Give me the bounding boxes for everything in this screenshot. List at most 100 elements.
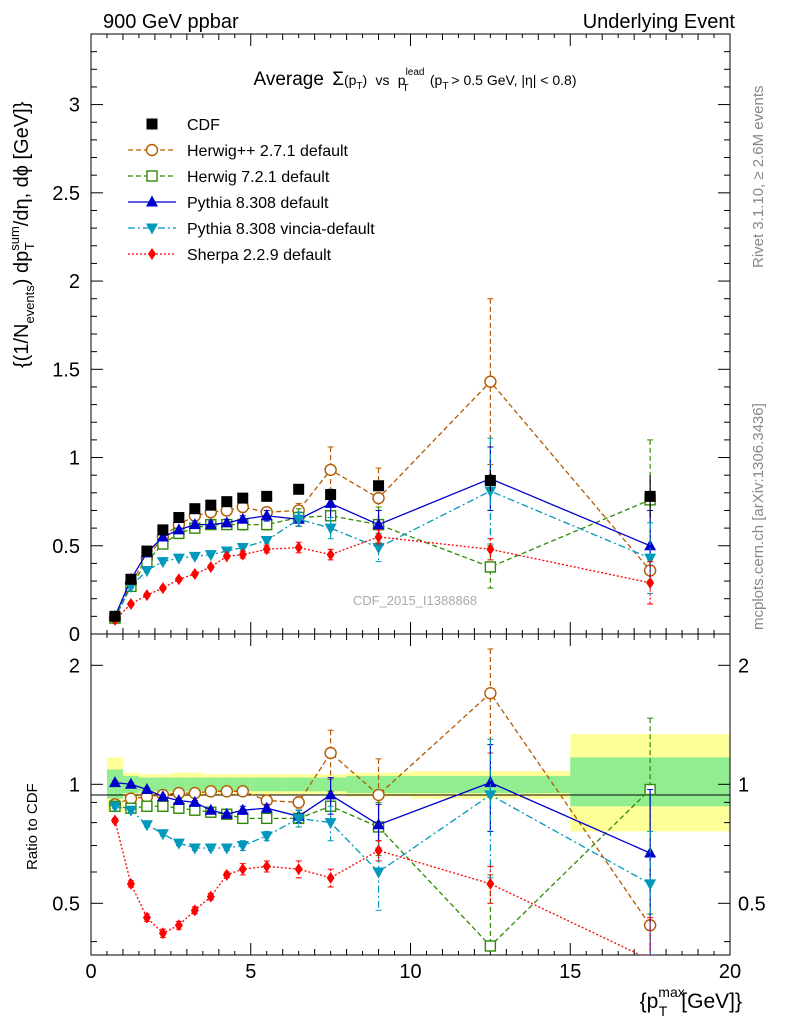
title-sigma: Σ bbox=[332, 69, 344, 90]
band-inner-segment bbox=[154, 777, 171, 792]
data-point bbox=[158, 582, 167, 595]
data-point bbox=[174, 573, 183, 586]
data-point bbox=[221, 496, 233, 508]
data-point bbox=[204, 803, 217, 815]
legend-label: Pythia 8.308 vincia-default bbox=[187, 221, 375, 238]
x-tick-label: 20 bbox=[719, 961, 741, 983]
data-point bbox=[293, 483, 305, 495]
data-point bbox=[237, 492, 249, 504]
band-inner-segment bbox=[170, 777, 187, 792]
legend-marker bbox=[145, 143, 159, 157]
data-point bbox=[486, 543, 495, 556]
data-point bbox=[484, 940, 497, 952]
x-label-max-sup: max bbox=[658, 984, 684, 1000]
data-point bbox=[220, 516, 233, 528]
x-tick-label: 15 bbox=[559, 961, 581, 983]
legend-item: Pythia 8.308 default bbox=[128, 195, 329, 212]
ratio-y-tick-label-right: 2 bbox=[738, 655, 749, 677]
data-point bbox=[261, 490, 273, 502]
ratio-y-tick-label-right: 1 bbox=[738, 774, 749, 796]
data-point bbox=[141, 800, 153, 812]
x-axis-label: {pmax T [GeV]} bbox=[640, 984, 742, 1019]
data-point bbox=[649, 953, 651, 955]
data-point bbox=[236, 785, 249, 798]
data-point bbox=[188, 551, 201, 563]
main-axis-ticks: 0 0.5 1 1.5 2 2.5 3 bbox=[52, 33, 731, 646]
data-point bbox=[260, 509, 273, 521]
data-point bbox=[324, 496, 337, 508]
legend-label: Pythia 8.308 default bbox=[187, 195, 329, 212]
y-label-sum-sup: sum bbox=[7, 226, 22, 251]
data-point bbox=[238, 548, 247, 561]
legend-label: CDF bbox=[187, 117, 220, 134]
title-cut-open: (p bbox=[430, 72, 443, 88]
data-point bbox=[236, 512, 249, 524]
data-point bbox=[292, 514, 305, 526]
title-pt: (p bbox=[344, 72, 357, 88]
data-point bbox=[156, 530, 169, 542]
data-point bbox=[486, 877, 495, 890]
legend-marker bbox=[146, 170, 158, 182]
y-label-part1: {(1/N bbox=[11, 324, 33, 368]
data-point bbox=[109, 610, 121, 622]
data-point bbox=[204, 785, 218, 798]
data-point bbox=[373, 480, 385, 492]
data-point bbox=[644, 553, 657, 565]
title-vs: vs bbox=[375, 72, 389, 88]
analysis-watermark: CDF_2015_I1388868 bbox=[353, 593, 477, 608]
legend-marker bbox=[146, 223, 158, 235]
data-point bbox=[484, 790, 497, 802]
data-point bbox=[324, 463, 337, 477]
data-point bbox=[204, 843, 217, 855]
y-label-part2: ) dp bbox=[11, 251, 33, 285]
data-point bbox=[188, 843, 201, 855]
x-label-part1: {p bbox=[640, 990, 659, 1013]
data-point bbox=[372, 867, 385, 879]
data-point bbox=[238, 863, 247, 876]
data-point bbox=[484, 687, 497, 700]
y-tick-label: 3 bbox=[69, 95, 80, 117]
y-tick-label: 0 bbox=[69, 624, 80, 646]
data-point bbox=[644, 879, 657, 891]
data-point bbox=[188, 795, 201, 807]
data-point bbox=[372, 491, 385, 505]
data-point bbox=[484, 486, 497, 498]
data-point bbox=[126, 877, 135, 890]
data-point bbox=[124, 792, 138, 805]
data-point bbox=[374, 530, 383, 543]
data-point bbox=[108, 801, 121, 813]
data-point bbox=[156, 557, 169, 569]
data-point bbox=[326, 548, 335, 561]
data-point bbox=[204, 550, 217, 562]
rivet-version-label: Rivet 3.1.10, ≥ 2.6M events bbox=[750, 86, 767, 269]
data-point bbox=[173, 512, 185, 524]
data-point bbox=[324, 746, 337, 760]
main-series-sherpa-2-2-9-default bbox=[110, 529, 655, 626]
y-tick-label: 1.5 bbox=[52, 359, 80, 381]
data-point bbox=[172, 838, 185, 850]
data-point bbox=[262, 860, 271, 873]
data-point bbox=[236, 841, 249, 853]
data-point bbox=[190, 904, 199, 917]
data-point bbox=[172, 793, 185, 805]
data-point bbox=[206, 890, 215, 903]
header-right-label: Underlying Event bbox=[583, 11, 736, 33]
x-tick-label: 10 bbox=[399, 961, 421, 983]
data-point bbox=[372, 788, 385, 802]
title-p: p bbox=[398, 72, 406, 88]
legend-marker bbox=[146, 118, 158, 130]
y-tick-label: 2 bbox=[69, 271, 80, 293]
x-tick-label: 5 bbox=[245, 961, 256, 983]
data-point bbox=[157, 800, 169, 812]
data-point bbox=[260, 831, 273, 843]
ratio-y-tick-label-right: 0.5 bbox=[738, 893, 766, 915]
data-point bbox=[260, 801, 273, 813]
data-point bbox=[220, 807, 233, 819]
y-label-events-sub: events bbox=[22, 285, 37, 324]
title-pt-sub: T bbox=[356, 81, 362, 92]
data-point bbox=[204, 518, 217, 530]
title-cut-sub: T bbox=[442, 81, 448, 92]
data-point bbox=[326, 871, 335, 884]
data-point bbox=[172, 553, 185, 565]
